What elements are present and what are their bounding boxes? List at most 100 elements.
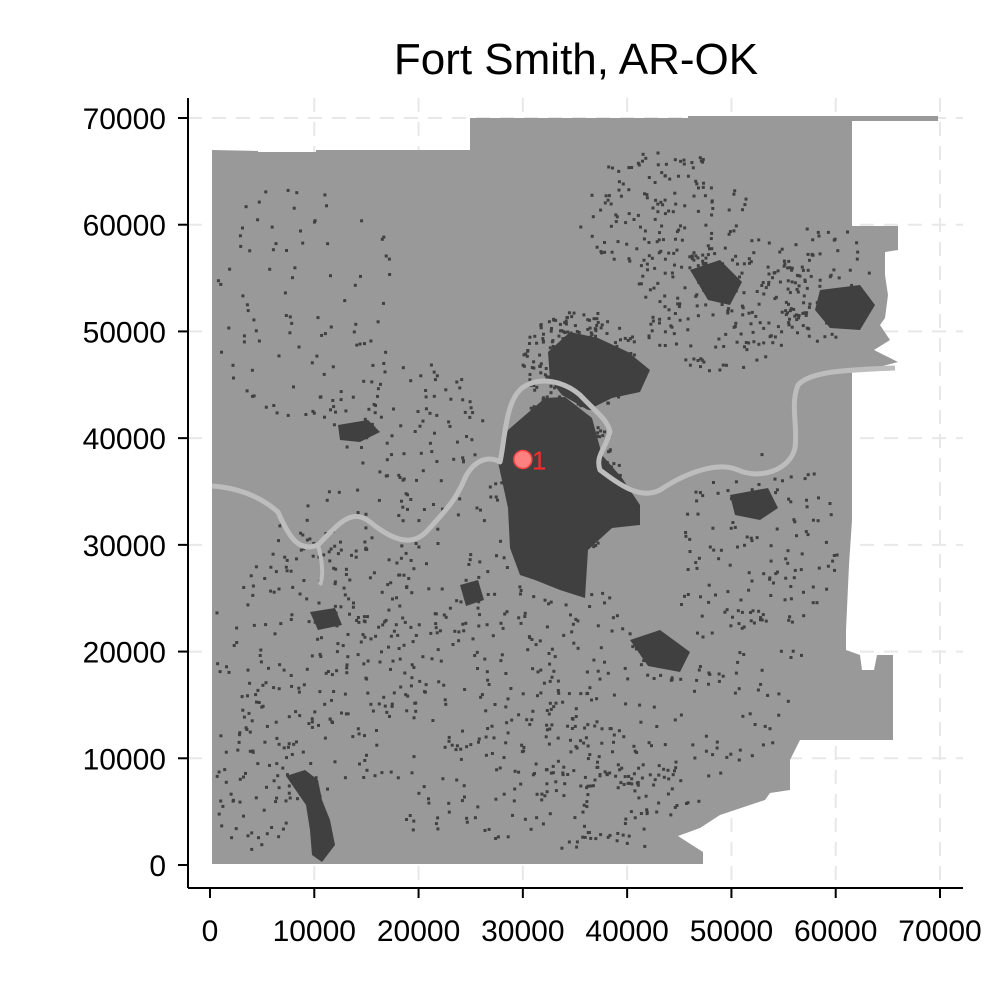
scatter-point (734, 480, 738, 484)
scatter-point (771, 276, 774, 280)
scatter-point (757, 238, 761, 242)
scatter-point (694, 179, 698, 183)
scatter-point (561, 337, 565, 341)
scatter-point (387, 608, 391, 612)
scatter-point (304, 413, 308, 416)
scatter-point (528, 378, 532, 382)
scatter-point (720, 303, 724, 306)
scatter-point (709, 237, 713, 241)
scatter-point (539, 457, 543, 461)
scatter-point (557, 406, 561, 410)
scatter-point (305, 518, 309, 522)
scatter-point (505, 475, 508, 479)
scatter-point (570, 530, 573, 534)
scatter-point (847, 306, 851, 310)
scatter-point (377, 498, 381, 502)
scatter-point (502, 792, 506, 796)
scatter-point (615, 614, 619, 618)
scatter-point (397, 473, 401, 477)
scatter-point (467, 563, 471, 566)
scatter-point (676, 302, 680, 306)
scatter-point (678, 302, 682, 306)
scatter-point (718, 368, 722, 372)
scatter-point (566, 502, 570, 506)
scatter-point (828, 502, 832, 505)
scatter-point (647, 334, 651, 338)
scatter-point (256, 218, 260, 222)
scatter-point (772, 581, 775, 585)
scatter-point (583, 726, 587, 730)
scatter-point (532, 366, 536, 370)
scatter-point (550, 507, 554, 511)
scatter-point (609, 202, 613, 206)
scatter-point (578, 455, 582, 459)
scatter-point (308, 537, 312, 541)
scatter-point (345, 671, 349, 675)
scatter-point (594, 329, 598, 333)
scatter-point (595, 765, 599, 769)
scatter-point (806, 268, 810, 272)
scatter-point (372, 403, 376, 406)
scatter-point (561, 771, 565, 775)
scatter-point (242, 586, 246, 589)
scatter-point (750, 539, 754, 543)
scatter-point (354, 555, 358, 559)
scatter-point (505, 610, 509, 614)
scatter-point (781, 479, 784, 483)
scatter-point (531, 459, 535, 463)
scatter-point (570, 336, 574, 339)
scatter-point (630, 782, 634, 786)
scatter-point (447, 420, 451, 424)
scatter-point (686, 593, 690, 596)
x-tick-label: 60000 (794, 915, 877, 948)
scatter-point (603, 601, 606, 605)
scatter-point (273, 632, 277, 636)
scatter-point (424, 683, 428, 687)
scatter-point (547, 483, 551, 487)
scatter-point (250, 847, 254, 851)
scatter-point (486, 570, 490, 574)
scatter-point (605, 461, 609, 464)
scatter-point (697, 799, 701, 803)
scatter-point (863, 297, 867, 301)
scatter-point (468, 400, 472, 404)
scatter-point (228, 267, 232, 271)
scatter-point (741, 714, 745, 718)
scatter-point (535, 341, 539, 345)
scatter-point (543, 561, 547, 565)
scatter-point (702, 181, 705, 185)
scatter-point (510, 718, 514, 722)
scatter-point (688, 537, 692, 541)
scatter-point (683, 286, 687, 290)
scatter-point (769, 594, 773, 597)
scatter-point (518, 495, 522, 499)
scatter-point (326, 670, 330, 673)
scatter-point (617, 395, 621, 399)
scatter-point (784, 300, 788, 304)
scatter-point (623, 666, 627, 670)
scatter-point (851, 289, 855, 293)
scatter-point (653, 266, 657, 270)
scatter-point (682, 158, 686, 162)
scatter-point (362, 619, 366, 623)
scatter-point (616, 763, 620, 767)
scatter-point (362, 662, 366, 666)
scatter-point (375, 729, 378, 732)
scatter-point (715, 740, 719, 744)
scatter-point (513, 512, 517, 516)
scatter-point (254, 796, 258, 800)
scatter-point (696, 209, 700, 213)
scatter-point (292, 742, 296, 746)
scatter-point (594, 327, 598, 331)
scatter-point (648, 288, 652, 292)
scatter-point (611, 362, 614, 366)
scatter-point (256, 688, 260, 692)
scatter-point (368, 576, 372, 580)
scatter-point (555, 410, 559, 414)
scatter-point (858, 301, 862, 305)
scatter-point (806, 252, 810, 256)
scatter-point (275, 411, 279, 415)
scatter-point (346, 655, 350, 659)
scatter-point (627, 389, 631, 393)
